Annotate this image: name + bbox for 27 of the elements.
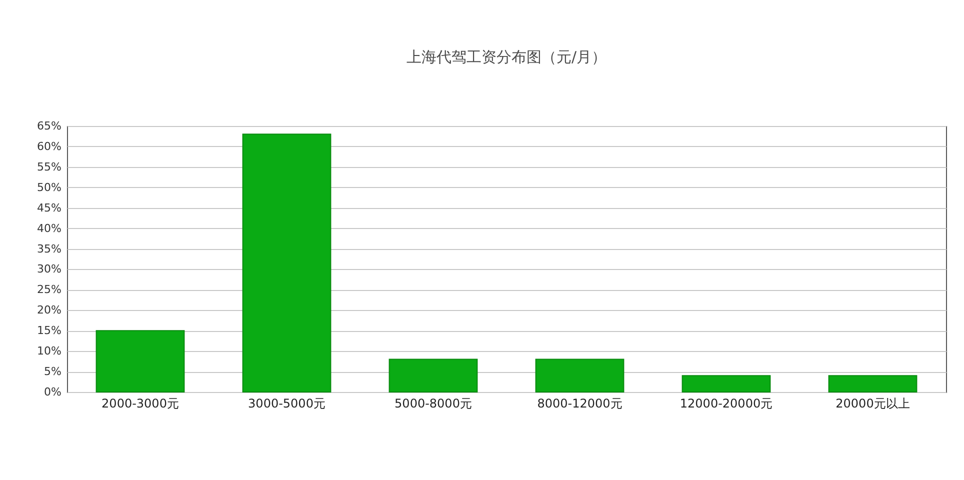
bar — [828, 375, 918, 392]
y-tick-label: 55% — [37, 160, 62, 174]
x-tick-label: 12000-20000元 — [680, 396, 773, 410]
y-tick-label: 30% — [37, 262, 62, 276]
y-tick-label: 65% — [37, 120, 62, 132]
x-tick-label: 20000元以上 — [836, 396, 910, 410]
y-tick-label: 10% — [37, 344, 62, 358]
x-tick-label: 5000-8000元 — [394, 396, 472, 410]
bar — [682, 375, 771, 392]
x-tick-label: 2000-3000元 — [102, 396, 179, 410]
y-tick-label: 40% — [37, 222, 62, 235]
bar — [388, 358, 478, 392]
y-tick-label: 15% — [37, 324, 62, 338]
y-tick-label: 5% — [44, 365, 62, 378]
y-tick-label: 20% — [37, 304, 62, 317]
y-tick-label: 60% — [37, 140, 62, 153]
chart-title: 上海代驾工资分布图（元/月） — [406, 48, 607, 66]
x-tick-label: 8000-12000元 — [537, 396, 622, 410]
bar — [242, 134, 332, 392]
y-tick-label: 35% — [37, 242, 62, 256]
bar — [96, 330, 185, 392]
bar — [535, 358, 624, 392]
y-tick-label: 50% — [37, 180, 62, 194]
y-tick-label: 45% — [37, 201, 62, 214]
x-tick-label: 3000-5000元 — [248, 396, 326, 410]
y-tick-label: 25% — [37, 283, 62, 296]
y-tick-label: 0% — [44, 386, 62, 398]
